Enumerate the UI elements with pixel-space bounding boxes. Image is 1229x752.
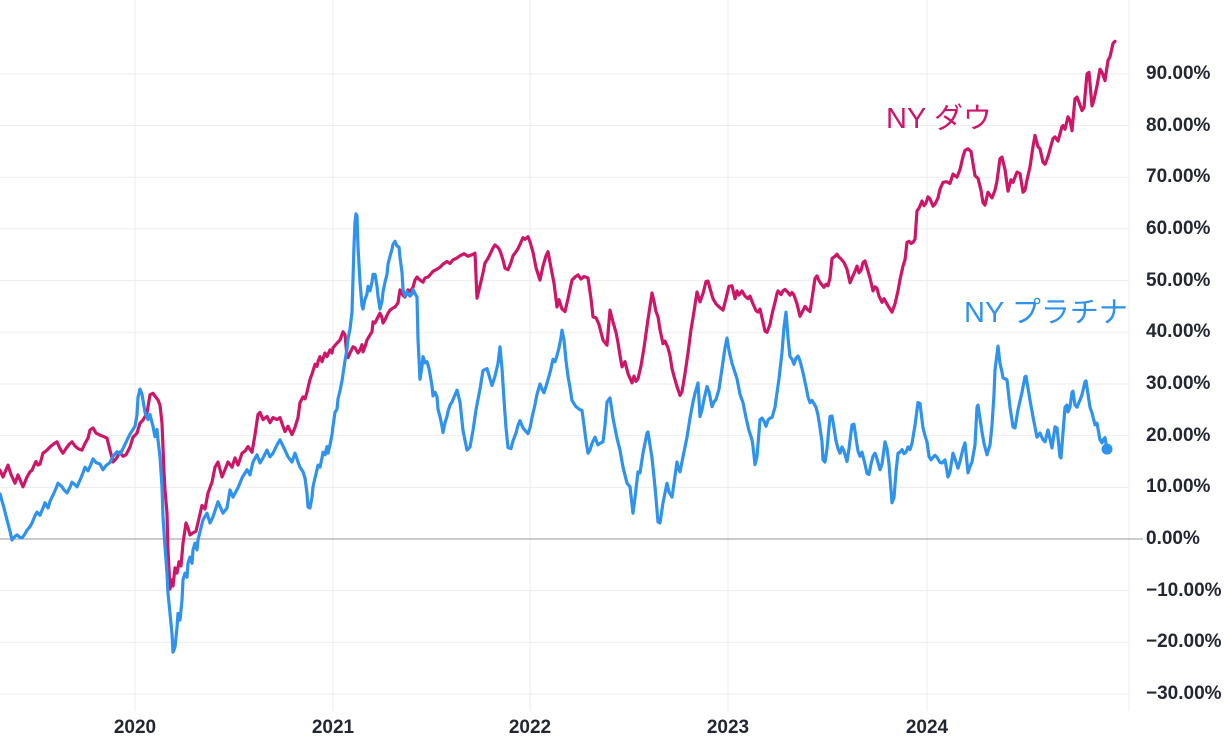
y-tick-label: 10.00% <box>1146 476 1211 498</box>
y-tick-label: −30.00% <box>1146 683 1222 705</box>
x-tick-label: 2020 <box>113 717 157 738</box>
x-tick-label: 2023 <box>706 717 750 738</box>
y-tick-label: 70.00% <box>1146 166 1211 188</box>
series-label-platinum: NY プラチナ <box>964 297 1128 329</box>
y-tick-label: 50.00% <box>1146 269 1211 291</box>
series-line <box>0 39 1117 591</box>
y-tick-label: 0.00% <box>1146 528 1200 549</box>
series-label-dow: NY ダウ <box>886 103 992 135</box>
x-tick-label: 2024 <box>905 717 949 738</box>
series-line <box>0 212 1109 654</box>
y-tick-label: −10.00% <box>1146 579 1222 601</box>
y-tick-label: 40.00% <box>1146 321 1211 343</box>
y-tick-label: 90.00% <box>1146 62 1211 84</box>
x-tick-label: 2022 <box>508 717 552 738</box>
y-tick-label: 20.00% <box>1146 424 1211 446</box>
x-tick-label: 2021 <box>311 717 355 738</box>
y-tick-label: 30.00% <box>1146 372 1211 394</box>
y-tick-label: −20.00% <box>1146 631 1222 653</box>
last-value-dot <box>1101 443 1113 455</box>
y-tick-label: 80.00% <box>1146 114 1211 136</box>
y-tick-label: 60.00% <box>1146 217 1211 239</box>
